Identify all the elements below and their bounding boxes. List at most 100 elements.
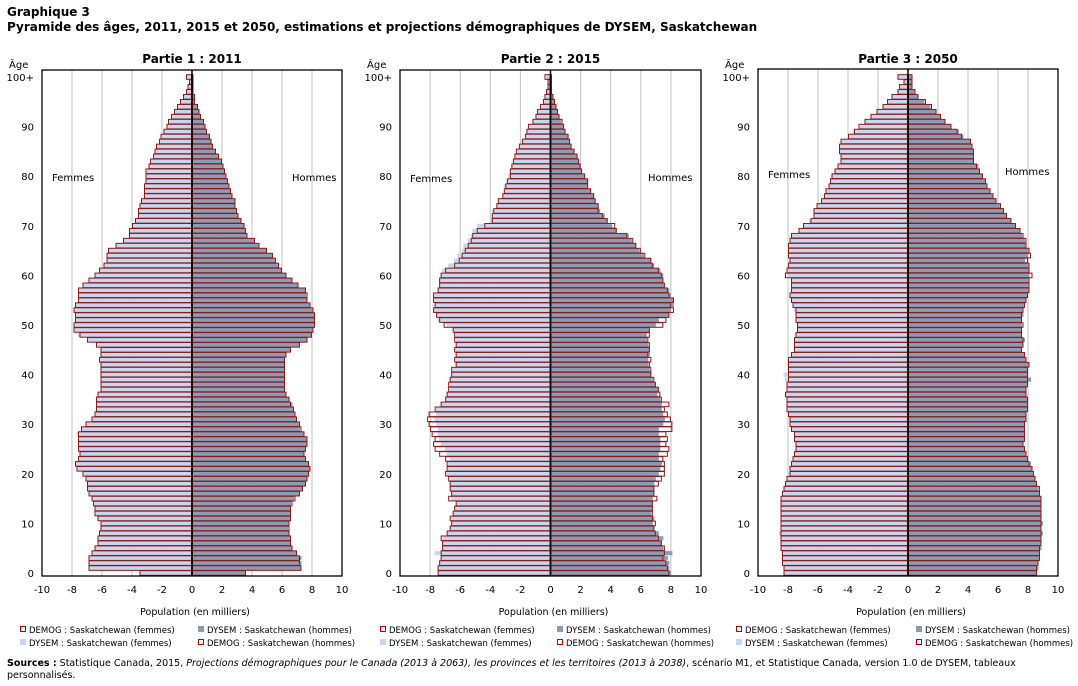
bar-dysem-hommes <box>192 174 227 179</box>
bar-dysem-femmes <box>434 298 551 303</box>
bar-dysem-femmes <box>508 174 551 179</box>
chart-title: Partie 1 : 2011 <box>142 52 242 66</box>
bar-dysem-hommes <box>192 134 210 139</box>
bar-dysem-femmes <box>436 422 551 427</box>
bar-dysem-femmes <box>794 432 908 437</box>
bar-dysem-femmes <box>789 466 908 471</box>
bar-dysem-femmes <box>446 471 551 476</box>
bar-dysem-hommes <box>192 565 302 571</box>
bar-dysem-hommes <box>550 243 637 248</box>
x-tick-label: 4 <box>608 585 614 596</box>
bar-dysem-femmes <box>899 84 908 90</box>
bar-dysem-femmes <box>439 436 551 442</box>
bar-dysem-femmes <box>547 79 551 85</box>
bar-dysem-femmes <box>96 397 192 402</box>
bar-dysem-hommes <box>550 233 629 238</box>
bar-dysem-femmes <box>813 208 908 214</box>
legend-label: DYSEM : Saskatchewan (hommes) <box>566 626 711 636</box>
legend-label: DEMOG : Saskatchewan (femmes) <box>745 626 891 636</box>
bar-dysem-femmes <box>455 357 551 362</box>
bar-dysem-hommes <box>908 258 1025 263</box>
bar-dysem-hommes <box>550 94 554 99</box>
bar-dysem-femmes <box>445 397 551 402</box>
bar-dysem-hommes <box>192 154 219 159</box>
bar-dysem-femmes <box>451 521 551 526</box>
bar-dysem-femmes <box>455 337 551 342</box>
bar-dysem-femmes <box>783 570 908 576</box>
bar-dysem-hommes <box>192 387 285 392</box>
bar-dysem-femmes <box>186 74 192 80</box>
y-tick-label: 90 <box>21 123 34 134</box>
bar-dysem-femmes <box>437 427 551 432</box>
bar-dysem-hommes <box>550 397 661 402</box>
bar-dysem-hommes <box>550 427 659 432</box>
bar-dysem-hommes <box>908 99 925 104</box>
bar-dysem-hommes <box>908 417 1027 422</box>
bar-dysem-hommes <box>908 188 991 194</box>
bar-dysem-femmes <box>780 541 908 546</box>
bar-dysem-hommes <box>192 109 200 114</box>
bar-dysem-hommes <box>550 506 653 511</box>
bar-dysem-hommes <box>550 144 572 149</box>
bar-dysem-hommes <box>550 570 671 576</box>
figure-title: Pyramide des âges, 2011, 2015 et 2050, e… <box>7 20 758 34</box>
y-tick-label: 30 <box>379 420 392 431</box>
bar-dysem-femmes <box>138 208 192 214</box>
bar-dysem-femmes <box>160 134 192 139</box>
bar-dysem-femmes <box>791 427 908 432</box>
bar-dysem-hommes <box>192 327 314 333</box>
bar-dysem-hommes <box>192 283 299 288</box>
bar-dysem-hommes <box>908 506 1042 511</box>
bar-dysem-hommes <box>550 303 674 308</box>
x-tick-label: 10 <box>336 585 349 596</box>
bar-dysem-femmes <box>154 149 192 154</box>
bar-dysem-hommes <box>192 436 308 442</box>
bar-dysem-femmes <box>788 362 908 367</box>
bar-dysem-femmes <box>85 476 192 481</box>
y-tick-label: 30 <box>21 420 34 431</box>
bar-dysem-hommes <box>192 362 285 367</box>
legend-dysem-femmes: DYSEM : Saskatchewan (femmes) <box>380 639 532 649</box>
bar-dysem-femmes <box>797 327 908 333</box>
bar-dysem-femmes <box>515 149 551 154</box>
bar-dysem-hommes <box>908 526 1042 531</box>
bar-dysem-femmes <box>789 293 908 298</box>
bar-dysem-hommes <box>908 560 1039 566</box>
bar-dysem-hommes <box>550 263 655 268</box>
legend-swatch-outline <box>198 639 204 645</box>
bar-dysem-hommes <box>908 223 1016 228</box>
bar-dysem-hommes <box>908 308 1024 313</box>
bar-dysem-hommes <box>192 541 291 546</box>
bar-dysem-hommes <box>908 397 1028 402</box>
bar-dysem-femmes <box>825 188 908 194</box>
bar-dysem-femmes <box>145 169 192 174</box>
bar-dysem-femmes <box>791 298 908 303</box>
bar-dysem-hommes <box>908 104 931 109</box>
bar-dysem-femmes <box>448 466 551 471</box>
bar-dysem-hommes <box>908 432 1025 437</box>
bar-dysem-hommes <box>908 556 1040 561</box>
bar-dysem-hommes <box>550 362 649 367</box>
bar-dysem-femmes <box>794 342 908 347</box>
bar-dysem-femmes <box>452 367 551 372</box>
bar-dysem-hommes <box>550 516 655 521</box>
x-tick-label: 10 <box>695 585 708 596</box>
bar-dysem-femmes <box>145 174 192 179</box>
bar-dysem-hommes <box>908 164 979 169</box>
bar-dysem-femmes <box>839 144 908 149</box>
bar-dysem-hommes <box>908 511 1042 516</box>
bar-dysem-femmes <box>87 481 192 486</box>
bar-dysem-femmes <box>780 546 908 551</box>
bar-dysem-femmes <box>780 501 908 506</box>
legend-swatch-outline <box>916 639 922 645</box>
bar-dysem-hommes <box>192 149 216 154</box>
bar-dysem-hommes <box>550 491 655 496</box>
bar-dysem-femmes <box>94 546 192 551</box>
bar-dysem-femmes <box>156 144 192 149</box>
bar-dysem-femmes <box>545 74 551 80</box>
bar-dysem-hommes <box>908 382 1028 387</box>
y-tick-label: 80 <box>379 172 392 183</box>
bar-dysem-hommes <box>192 164 224 169</box>
legend-swatch <box>557 626 563 632</box>
